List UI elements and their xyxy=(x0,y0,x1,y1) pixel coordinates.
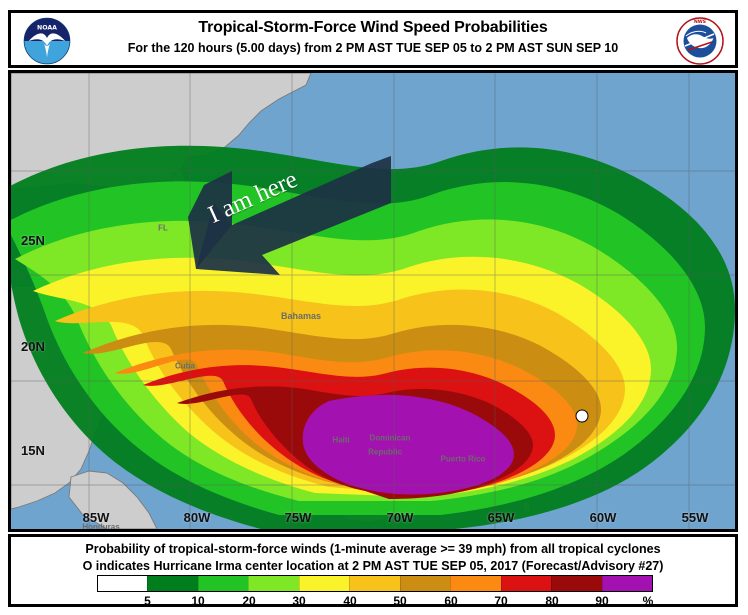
colorbar-swatch-30-40 xyxy=(298,576,350,591)
noaa-wordmark: NOAA xyxy=(37,24,57,31)
national-weather-service-logo: NWS xyxy=(675,16,725,66)
colorbar-unit-percent: % xyxy=(642,594,654,608)
colorbar-tick-10: 10 xyxy=(191,594,205,608)
colorbar-tick-5: 5 xyxy=(144,594,151,608)
colorbar-tick-60: 60 xyxy=(444,594,458,608)
noaa-logo: NOAA xyxy=(23,17,71,65)
hurricane-center-marker xyxy=(575,409,589,423)
colorbar-tick-70: 70 xyxy=(494,594,508,608)
colorbar-swatch-20-30 xyxy=(248,576,299,591)
colorbar-swatches xyxy=(97,575,653,592)
page-title: Tropical-Storm-Force Wind Speed Probabil… xyxy=(198,19,548,36)
legend-description-line1: Probability of tropical-storm-force wind… xyxy=(85,542,661,556)
map-panel[interactable]: 25N 20N 15N 85W 80W 75W 70W 65W 60W 55W … xyxy=(8,70,738,532)
colorbar-tick-20: 20 xyxy=(242,594,256,608)
colorbar-swatch-5-10 xyxy=(147,576,198,591)
colorbar-swatch-0-5 xyxy=(98,576,148,591)
colorbar-tick-90: 90 xyxy=(595,594,609,608)
probability-heatmap xyxy=(11,73,735,529)
colorbar-tick-80: 80 xyxy=(545,594,559,608)
colorbar-swatch-50-60 xyxy=(399,576,451,591)
colorbar-swatch-70-80 xyxy=(500,576,552,591)
colorbar: 5 10 20 30 40 50 60 70 80 90 % xyxy=(97,575,653,610)
colorbar-swatch-80-90 xyxy=(551,576,602,591)
header-panel: NOAA Tropical-Storm-Force Wind Speed Pro… xyxy=(8,10,738,68)
colorbar-swatch-90-100 xyxy=(601,576,652,591)
page-subtitle: For the 120 hours (5.00 days) from 2 PM … xyxy=(127,41,619,55)
legend-panel: Probability of tropical-storm-force wind… xyxy=(8,534,738,610)
colorbar-swatch-40-50 xyxy=(349,576,400,591)
svg-text:NWS: NWS xyxy=(694,19,706,25)
colorbar-tick-30: 30 xyxy=(292,594,306,608)
colorbar-tick-row: 5 10 20 30 40 50 60 70 80 90 % xyxy=(97,594,653,610)
colorbar-swatch-10-20 xyxy=(197,576,249,591)
colorbar-tick-40: 40 xyxy=(343,594,357,608)
colorbar-tick-50: 50 xyxy=(393,594,407,608)
colorbar-swatch-60-70 xyxy=(450,576,501,591)
legend-description-line2: O indicates Hurricane Irma center locati… xyxy=(82,559,664,573)
header-title-block: Tropical-Storm-Force Wind Speed Probabil… xyxy=(81,17,665,57)
